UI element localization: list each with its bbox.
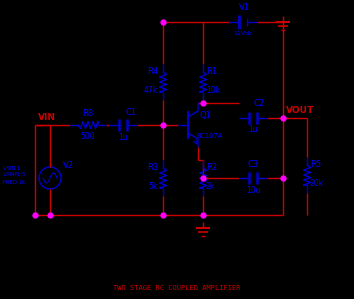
Text: 1u: 1u [248, 125, 258, 134]
Text: BC107A: BC107A [196, 133, 222, 139]
Text: R1: R1 [206, 67, 217, 76]
Text: C1: C1 [125, 108, 136, 117]
Text: FREQ 1k: FREQ 1k [3, 179, 25, 184]
Text: R8: R8 [82, 109, 93, 118]
Text: 500: 500 [81, 132, 95, 141]
Text: C2: C2 [253, 99, 264, 108]
Text: C3: C3 [247, 160, 259, 169]
Text: 20k: 20k [310, 179, 324, 188]
Text: 47k: 47k [144, 86, 158, 95]
Text: 2k: 2k [206, 182, 215, 191]
Text: V1: V1 [239, 3, 250, 12]
Text: VSIN 1: VSIN 1 [3, 166, 21, 170]
Text: 1u: 1u [118, 133, 128, 142]
Text: V2: V2 [63, 161, 74, 170]
Text: 10k: 10k [206, 86, 220, 95]
Text: TWO STAGE RC COUPLED AMPLIFIER: TWO STAGE RC COUPLED AMPLIFIER [113, 285, 241, 291]
Text: VIN: VIN [38, 113, 56, 122]
Text: R2: R2 [206, 163, 217, 172]
Text: R4: R4 [147, 67, 158, 76]
Text: 12Vdc: 12Vdc [233, 31, 253, 36]
Text: R5: R5 [310, 160, 321, 169]
Text: 10u: 10u [246, 186, 260, 195]
Text: R3: R3 [147, 163, 158, 172]
Text: Q1: Q1 [200, 111, 212, 120]
Text: VOUT: VOUT [286, 106, 314, 115]
Text: VAMPL 5: VAMPL 5 [3, 173, 25, 178]
Text: 5k: 5k [149, 182, 158, 191]
